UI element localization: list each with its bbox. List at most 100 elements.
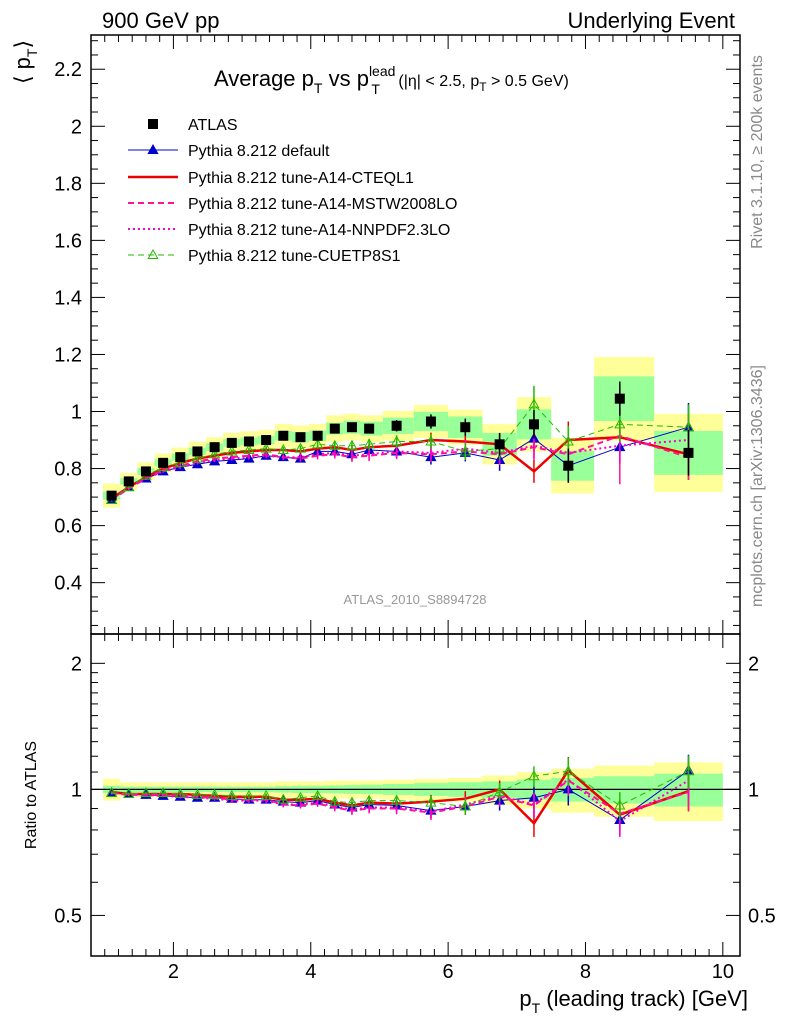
ratio-marker <box>106 787 118 798</box>
y-tick-label-main: 2.2 <box>54 59 82 81</box>
ratio-marker <box>329 795 341 806</box>
main-y-axis: 0.4 0.6 0.8 1 1.2 1.4 1.6 1.8 2 2.2 <box>54 40 740 626</box>
ratio-marker <box>459 800 471 811</box>
series-marker <box>562 435 574 446</box>
data-point <box>261 435 272 446</box>
data-point <box>158 457 169 468</box>
y-tick-label-ratio: 1 <box>71 779 82 801</box>
x-tick-label: 6 <box>443 961 454 983</box>
y-tick-label-main: 1 <box>71 402 82 424</box>
y-tick-label-main: 1.8 <box>54 173 82 195</box>
data-point <box>346 422 357 433</box>
legend-label-cteql1: Pythia 8.212 tune-A14-CTEQL1 <box>188 170 414 187</box>
ratio-marker <box>226 789 238 800</box>
data-point <box>391 420 402 431</box>
y-tick-label-main: 0.8 <box>54 459 82 481</box>
series-marker <box>528 398 540 409</box>
ratio-marker <box>191 788 204 799</box>
data-point <box>226 437 237 448</box>
data-point <box>329 423 340 434</box>
y-tick-label-ratio: 2 <box>71 653 82 675</box>
data-point <box>175 452 186 463</box>
main-panel: 0.4 0.6 0.8 1 1.2 1.4 1.6 1.8 2 2.2 <box>54 34 741 635</box>
y-tick-label-ratio: 0.5 <box>54 905 82 927</box>
data-point <box>312 430 323 441</box>
series-marker <box>226 445 238 456</box>
ratio-series-group <box>106 754 695 837</box>
y-axis-label-main: ⟨ pT⟩ <box>10 40 40 84</box>
data-point <box>614 393 625 404</box>
series-marker <box>243 443 255 455</box>
analysis-id-label: ATLAS_2010_S8894728 <box>344 592 487 607</box>
main-x-ticks <box>104 35 724 634</box>
data-point <box>460 422 471 433</box>
series-marker <box>312 438 324 449</box>
ratio-marker <box>243 789 255 800</box>
x-tick-label: 2 <box>168 961 179 983</box>
ratio-marker <box>260 789 272 800</box>
ratio-marker <box>562 765 574 776</box>
data-point <box>425 416 436 427</box>
series-marker <box>614 418 626 429</box>
series-marker <box>363 438 375 449</box>
ratio-marker <box>174 787 186 798</box>
series-marker <box>294 442 307 453</box>
ratio-frame <box>90 633 741 957</box>
data-point <box>683 447 694 458</box>
y-tick-label-main: 1.6 <box>54 230 82 252</box>
ratio-marker <box>528 770 540 781</box>
ratio-marker <box>682 765 695 776</box>
series-marker <box>391 435 403 446</box>
data-point <box>192 446 203 457</box>
ratio-y-axis: 0.5 0.5 1 1 2 2 <box>54 653 776 957</box>
legend-marker-cuetp8s1 <box>147 248 159 259</box>
y-tick-label-main: 1.2 <box>54 344 82 366</box>
data-point <box>106 490 117 501</box>
ratio-marker <box>157 787 169 798</box>
plot-title: Average pT vs plead T (|η| < 2.5, pT > 0.… <box>214 63 569 97</box>
ratio-marker <box>425 796 437 807</box>
legend: ATLAS Pythia 8.212 default Pythia 8.212 tu… <box>128 117 457 265</box>
legend-marker-atlas <box>148 119 158 129</box>
y-tick-label-main: 0.6 <box>54 516 82 538</box>
data-point <box>295 432 306 443</box>
x-tick-label: 8 <box>580 961 591 983</box>
data-point <box>123 476 134 487</box>
y-axis-label-ratio: Ratio to ATLAS <box>23 741 40 849</box>
ratio-marker <box>277 793 289 804</box>
series-marker <box>329 439 341 450</box>
ratio-series-cuetp8s1 <box>106 755 695 821</box>
ratio-marker <box>614 799 626 810</box>
x-tick-label: 10 <box>712 961 734 983</box>
ratio-marker <box>346 796 358 807</box>
header-right: Underlying Event <box>567 8 735 33</box>
series-marker <box>191 452 204 463</box>
data-point <box>494 439 505 450</box>
y-tick-label-main: 1.4 <box>54 287 82 309</box>
legend-marker-default <box>147 143 159 154</box>
series-marker <box>209 448 221 459</box>
ratio-marker <box>363 794 375 805</box>
legend-label-mstw: Pythia 8.212 tune-A14-MSTW2008LO <box>188 196 457 213</box>
data-point <box>140 466 151 477</box>
ratio-panel: 0.5 0.5 1 1 2 2 2 4 6 8 10 <box>54 633 776 983</box>
series-marker <box>346 439 358 450</box>
legend-label-cuetp8s1: Pythia 8.212 tune-CUETP8S1 <box>188 248 401 265</box>
ratio-marker <box>494 786 506 797</box>
y-tick-label-main: 2 <box>71 116 82 138</box>
legend-label-nnpdf: Pythia 8.212 tune-A14-NNPDF2.3LO <box>188 222 450 239</box>
series-marker <box>277 443 289 455</box>
ratio-line-nnpdf <box>111 778 690 823</box>
data-uncertainty-bands-main <box>103 356 723 508</box>
mcplots-label: mcplots.cern.ch [arXiv:1306.3436] <box>749 365 766 607</box>
data-point <box>563 460 574 471</box>
data-point <box>364 423 375 434</box>
legend-label-atlas: ATLAS <box>188 117 238 134</box>
atlas-data-points <box>106 381 694 501</box>
y-tick-label-ratio-right: 1 <box>748 779 759 801</box>
data-point <box>209 442 220 453</box>
y-tick-label-main: 0.4 <box>54 573 82 595</box>
y-tick-label-ratio-right: 2 <box>748 653 759 675</box>
y-tick-label-ratio-right: 0.5 <box>748 905 776 927</box>
